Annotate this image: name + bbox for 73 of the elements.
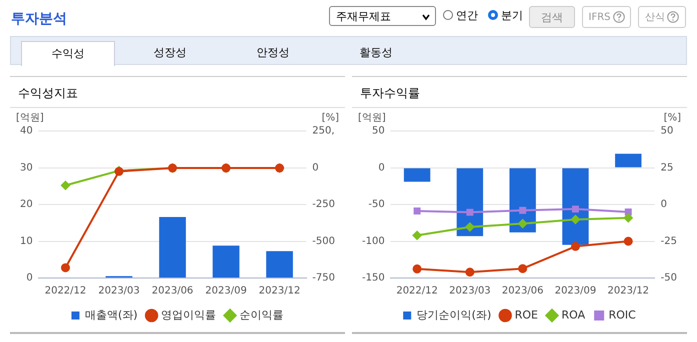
legend-label: ROIC bbox=[608, 308, 636, 322]
y-tick-label: -50 bbox=[368, 199, 385, 210]
text: 수익성 bbox=[21, 41, 115, 66]
y2-tick-label: 0 bbox=[312, 162, 319, 174]
legend-label: 당기순이익(좌) bbox=[416, 308, 492, 322]
y-tick-label: 50 bbox=[372, 126, 385, 137]
y2-tick-label: -500 bbox=[312, 236, 336, 247]
y2-tick-label: -25 bbox=[660, 236, 678, 247]
y2-tick-label: 250, bbox=[312, 126, 335, 137]
y-tick-label: 40 bbox=[20, 126, 33, 137]
y-tick-label: 0 bbox=[26, 272, 33, 284]
point bbox=[518, 219, 528, 228]
y2-axis-title: [%] bbox=[322, 112, 340, 124]
point bbox=[414, 207, 421, 214]
x-tick-label: 2023/09 bbox=[554, 286, 596, 297]
text: 분기 bbox=[501, 8, 523, 23]
point bbox=[624, 213, 633, 222]
point bbox=[624, 236, 633, 246]
x-tick-label: 2023/12 bbox=[607, 286, 650, 297]
y2-tick-label: 50 bbox=[660, 126, 674, 137]
legend-label: 영업이익률 bbox=[161, 308, 216, 322]
text: 활동성 bbox=[358, 45, 394, 61]
y-tick-label: -150 bbox=[362, 272, 385, 284]
point bbox=[60, 180, 70, 190]
legend-label: ROA bbox=[561, 308, 586, 322]
bar bbox=[266, 251, 293, 278]
y2-tick-label: 0 bbox=[660, 199, 668, 210]
point bbox=[519, 206, 526, 214]
text: 연간 bbox=[456, 8, 478, 23]
point bbox=[518, 264, 528, 274]
x-tick-label: 2023/06 bbox=[502, 286, 544, 297]
legend-label: 매출액(좌) bbox=[84, 308, 138, 322]
point bbox=[570, 242, 580, 251]
point bbox=[412, 264, 422, 274]
text: 안정성 bbox=[256, 45, 290, 61]
y-tick-label: 30 bbox=[20, 162, 33, 174]
text: IFRS bbox=[588, 12, 610, 23]
text: 산식 bbox=[645, 12, 665, 23]
chart-title: 투자수익률 bbox=[360, 85, 420, 102]
point bbox=[570, 214, 580, 224]
y2-tick-label: -50 bbox=[660, 272, 678, 284]
chart-title: 수익성지표 bbox=[18, 85, 78, 102]
bar bbox=[212, 246, 240, 278]
legend-label: 순이익률 bbox=[240, 308, 284, 322]
point bbox=[572, 206, 579, 213]
text: 검색 bbox=[529, 6, 575, 28]
x-tick-label: 2023/03 bbox=[98, 286, 140, 297]
y2-tick-label: -250 bbox=[312, 199, 336, 210]
x-tick-label: 2023/12 bbox=[258, 286, 300, 297]
point bbox=[465, 222, 474, 232]
y-tick-label: 20 bbox=[20, 199, 33, 210]
point bbox=[465, 268, 474, 277]
y-tick-label: 10 bbox=[20, 236, 33, 247]
y-tick-label: 0 bbox=[378, 162, 385, 174]
x-tick-label: 2022/12 bbox=[396, 286, 438, 297]
text: 성장성 bbox=[152, 45, 188, 61]
point bbox=[466, 208, 474, 216]
x-tick-label: 2023/06 bbox=[152, 286, 194, 297]
bar bbox=[159, 216, 186, 278]
x-tick-label: 2023/03 bbox=[449, 286, 491, 297]
y-tick-label: -100 bbox=[362, 236, 385, 247]
y-axis-title: [억원] bbox=[16, 112, 44, 124]
y2-tick-label: 25 bbox=[660, 162, 674, 174]
y2-axis-title: [%] bbox=[664, 112, 682, 124]
y2-tick-label: -750 bbox=[312, 272, 336, 284]
legend-label: ROE bbox=[514, 308, 538, 322]
text: 투자분석 bbox=[11, 10, 67, 28]
x-tick-label: 2022/12 bbox=[44, 286, 86, 297]
text: 주재무제표 bbox=[329, 6, 436, 26]
x-tick-label: 2023/09 bbox=[205, 286, 247, 297]
y-axis-title: [억원] bbox=[358, 112, 386, 124]
point bbox=[412, 230, 422, 240]
point bbox=[60, 263, 70, 272]
